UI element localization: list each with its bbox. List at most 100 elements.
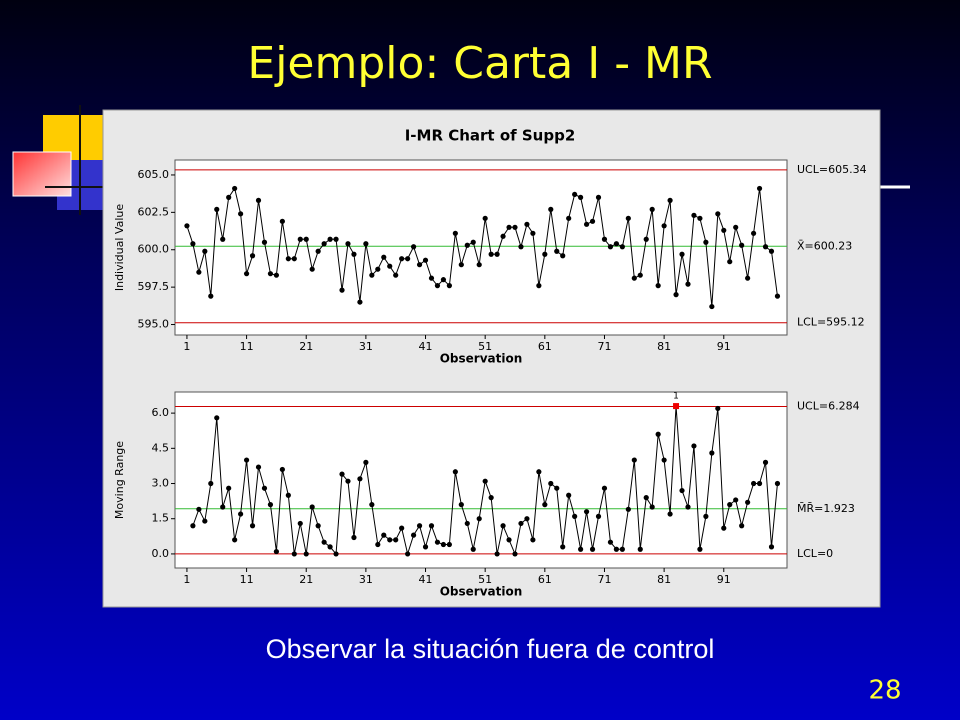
y-tick-label: 6.0	[152, 406, 170, 419]
data-point	[607, 539, 614, 545]
data-point	[321, 241, 327, 247]
data-point	[303, 551, 309, 557]
data-point	[428, 275, 435, 281]
x-tick-label: 1	[183, 573, 190, 586]
data-point	[619, 244, 625, 250]
data-point	[560, 544, 566, 550]
data-point	[405, 551, 411, 557]
control-limit-label: X̄=600.23	[797, 239, 852, 252]
data-point	[249, 253, 256, 259]
data-point	[452, 230, 458, 236]
data-point	[601, 485, 608, 491]
control-limit-label: M̄R̄=1.923	[797, 502, 855, 515]
data-point	[685, 504, 691, 510]
data-point	[261, 485, 268, 491]
data-point	[267, 502, 274, 508]
data-point	[512, 224, 518, 230]
y-axis-label: Individual Value	[113, 204, 126, 292]
data-point	[703, 239, 709, 245]
data-point	[315, 248, 321, 254]
data-point	[399, 525, 405, 531]
data-point	[715, 211, 721, 217]
data-point	[357, 476, 363, 482]
slide-title: Ejemplo: Carta I - MR	[247, 38, 712, 89]
data-point	[363, 241, 369, 247]
data-point	[255, 464, 262, 470]
y-tick-label: 600.0	[138, 243, 170, 256]
x-tick-label: 71	[597, 340, 611, 353]
chart-title: I-MR Chart of Supp2	[405, 127, 576, 145]
data-point	[554, 485, 560, 491]
data-point	[333, 236, 339, 242]
data-point	[679, 251, 685, 257]
data-point	[369, 502, 375, 508]
data-point	[196, 506, 202, 512]
data-point	[566, 215, 572, 221]
data-point	[243, 271, 250, 277]
data-point	[578, 546, 584, 552]
data-point	[589, 218, 596, 224]
data-point	[297, 520, 303, 527]
data-point	[643, 236, 649, 242]
data-point	[583, 221, 590, 227]
data-point	[196, 269, 202, 275]
data-point	[583, 509, 590, 515]
data-point	[440, 541, 447, 548]
data-point	[750, 480, 757, 487]
data-point	[595, 194, 602, 200]
series-line	[186, 187, 778, 307]
data-point	[697, 546, 703, 552]
data-point	[649, 206, 655, 212]
data-point	[416, 523, 423, 529]
y-tick-label: 4.5	[152, 441, 170, 454]
data-point	[548, 480, 554, 487]
y-tick-label: 1.5	[152, 512, 170, 525]
data-point	[655, 283, 661, 289]
data-point	[697, 215, 703, 221]
data-point	[309, 504, 315, 510]
data-point	[661, 223, 667, 229]
data-point	[387, 263, 393, 269]
decor-square	[12, 151, 72, 197]
data-point	[768, 544, 775, 550]
data-point	[333, 551, 339, 557]
data-point	[255, 197, 262, 203]
y-tick-label: 597.5	[138, 280, 170, 293]
y-tick-label: 605.0	[138, 168, 170, 181]
data-point	[631, 457, 637, 463]
data-point	[572, 513, 578, 519]
control-limit-label: UCL=605.34	[797, 163, 867, 176]
data-point	[768, 248, 775, 254]
data-point	[363, 459, 369, 465]
data-point	[220, 504, 226, 510]
data-point	[613, 546, 620, 552]
data-point	[488, 495, 494, 501]
data-point	[685, 281, 691, 287]
control-limit-label: UCL=6.284	[797, 399, 860, 412]
data-point	[512, 551, 518, 557]
data-point	[387, 537, 393, 543]
data-point	[679, 487, 685, 494]
data-point	[566, 492, 572, 498]
data-point	[506, 537, 512, 543]
data-point	[279, 218, 285, 224]
data-point	[291, 256, 297, 262]
data-point	[315, 523, 321, 529]
data-point	[351, 251, 357, 257]
data-point	[750, 230, 757, 236]
y-tick-label: 0.0	[152, 547, 170, 560]
data-point	[393, 272, 399, 278]
data-point	[345, 478, 351, 484]
data-point	[727, 259, 733, 265]
x-tick-label: 21	[299, 340, 313, 353]
data-point	[739, 242, 745, 248]
data-point	[416, 262, 423, 268]
data-point	[625, 215, 631, 221]
x-axis-label: Observation	[440, 585, 523, 599]
x-axis-label: Observation	[440, 352, 523, 366]
data-point	[273, 272, 280, 278]
data-point	[434, 539, 441, 545]
data-point	[756, 480, 763, 487]
data-point	[733, 497, 739, 503]
